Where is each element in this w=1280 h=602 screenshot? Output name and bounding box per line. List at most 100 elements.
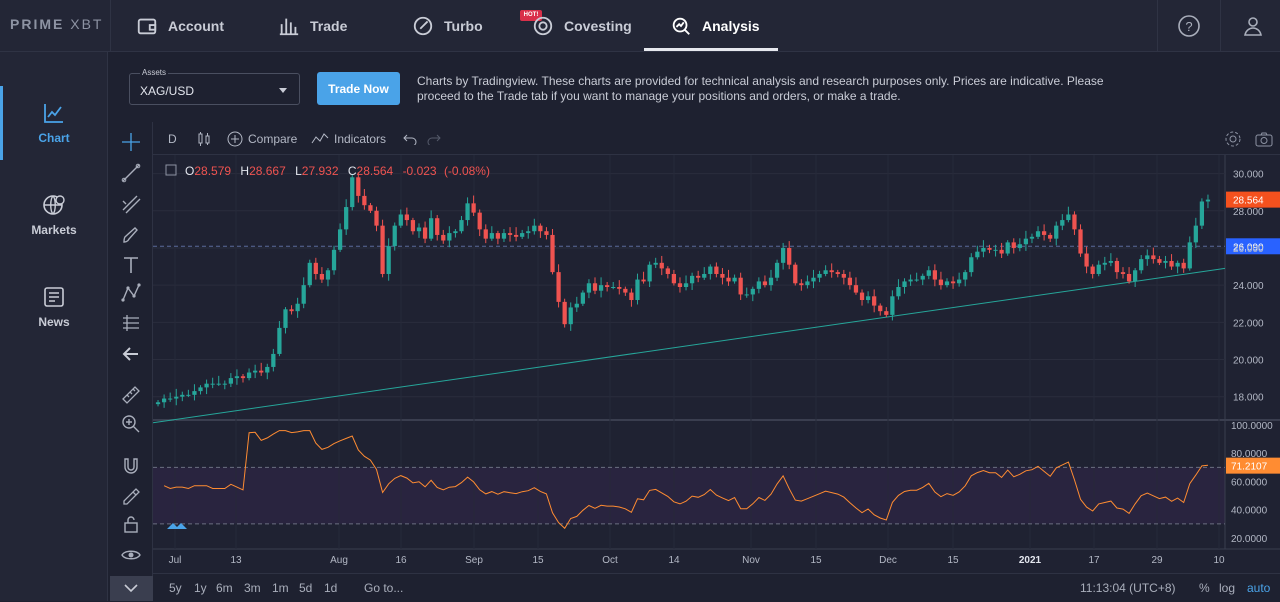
settings-button[interactable] (1224, 122, 1242, 155)
percent-toggle[interactable]: % (1199, 581, 1210, 595)
candle-body (362, 195, 367, 206)
candle-body (222, 383, 227, 385)
chart-type-button[interactable] (197, 122, 211, 155)
ruler-icon[interactable] (120, 384, 142, 406)
tradingview-logo-icon[interactable] (167, 523, 187, 529)
candle-body (665, 268, 670, 274)
nav-trade[interactable]: Trade (278, 0, 347, 52)
chart-toolbar: D Compare Indicators (153, 122, 1280, 155)
redo-button[interactable] (427, 122, 441, 155)
candle-body (234, 376, 240, 379)
brush-icon[interactable] (120, 224, 142, 246)
compare-button[interactable]: Compare (227, 122, 297, 155)
time-tick-label: 2021 (1019, 555, 1042, 566)
candle-body (689, 275, 695, 284)
candle-body (1126, 273, 1132, 282)
candle-body (598, 285, 604, 291)
candle-body (762, 281, 768, 286)
indicators-button[interactable]: Indicators (311, 122, 386, 155)
nav-turbo[interactable]: Turbo (412, 0, 483, 52)
candle-body (653, 262, 658, 265)
indicators-label: Indicators (334, 131, 387, 146)
sidebar-item-label: Markets (31, 223, 77, 237)
candle-body (507, 233, 513, 235)
range-1m[interactable]: 1m (272, 581, 289, 595)
goto-button[interactable]: Go to... (364, 581, 404, 595)
candle-body (1205, 199, 1211, 202)
lock-icon[interactable] (120, 513, 142, 535)
sidebar-item-chart[interactable]: Chart (0, 86, 108, 160)
last-price-label-bg (1226, 191, 1280, 208)
candle-body (605, 285, 610, 287)
auto-toggle[interactable]: auto (1247, 581, 1271, 595)
candle-body (1078, 229, 1083, 254)
candle-body (586, 283, 592, 293)
range-1y[interactable]: 1y (194, 581, 207, 595)
log-toggle[interactable]: log (1219, 581, 1236, 595)
brand-logo[interactable]: PRIME XBT (10, 16, 110, 36)
snapshot-button[interactable] (1255, 122, 1273, 155)
candle-body (1193, 225, 1198, 243)
range-5d[interactable]: 5d (299, 581, 313, 595)
trend-line-icon[interactable] (120, 162, 142, 184)
candle-body (180, 394, 185, 397)
candle-body (932, 270, 937, 280)
assets-dropdown[interactable]: XAG/USD (129, 73, 300, 105)
arrow-left-icon[interactable] (120, 343, 142, 365)
legend-l-label: L (295, 164, 302, 178)
wallet-icon (137, 18, 157, 35)
assets-value: XAG/USD (140, 84, 195, 98)
rsi-tick-label: 60.0000 (1231, 477, 1268, 488)
time-tick-label: 14 (668, 555, 680, 566)
candle-body (574, 303, 579, 308)
candle-body (938, 279, 944, 286)
candle-body (501, 233, 507, 239)
candle-body (787, 247, 792, 265)
candle-body (228, 378, 233, 384)
collapse-legend-icon[interactable] (165, 164, 177, 176)
nav-account[interactable]: Account (136, 0, 224, 52)
nav-label: Turbo (444, 18, 483, 34)
eye-icon[interactable] (120, 544, 142, 566)
text-tool-icon[interactable] (120, 254, 142, 276)
magnet-icon[interactable] (120, 455, 142, 477)
range-1d[interactable]: 1d (324, 581, 338, 595)
trade-now-button[interactable]: Trade Now (317, 72, 400, 105)
candle-body (192, 391, 197, 395)
range-3m[interactable]: 3m (244, 581, 261, 595)
sidebar-item-news[interactable]: News (0, 270, 108, 344)
undo-button[interactable] (403, 122, 417, 155)
range-6m[interactable]: 6m (216, 581, 233, 595)
horizontal-line: 26.090 (153, 238, 1280, 255)
nav-covesting[interactable]: Covesting (532, 0, 632, 52)
help-icon[interactable]: ? (1177, 14, 1201, 38)
candle-body (1169, 260, 1174, 267)
prediction-tool-icon[interactable] (120, 312, 142, 334)
price-chart[interactable]: 26.090 30.000 28.000 26.000 24.000 22.000 20.… (153, 155, 1280, 573)
sidebar-active-indicator (0, 86, 3, 160)
price-tick-label: 20.000 (1233, 356, 1264, 367)
hot-badge: HOT! (520, 10, 542, 21)
time-tick-label: Aug (330, 555, 348, 566)
candle-body (738, 277, 743, 295)
zoom-icon[interactable] (120, 413, 142, 435)
news-icon (44, 287, 64, 307)
fib-tool-icon[interactable] (120, 193, 142, 215)
chevron-down-icon[interactable] (110, 576, 153, 601)
crosshair-icon[interactable] (120, 131, 142, 153)
interval-button[interactable]: D (168, 122, 177, 155)
pattern-tool-icon[interactable] (120, 282, 142, 304)
candle-body (313, 262, 318, 274)
candle-body (307, 262, 312, 286)
nav-label: Covesting (564, 18, 632, 34)
range-5y[interactable]: 5y (169, 581, 182, 595)
user-icon[interactable] (1241, 14, 1265, 38)
candle-body (526, 231, 531, 234)
sidebar-item-markets[interactable]: Markets (0, 178, 108, 252)
time-tick-label: Dec (879, 555, 897, 566)
candle-body (1163, 260, 1168, 263)
candle-body (386, 246, 391, 274)
lock-drawings-icon[interactable] (120, 483, 142, 505)
nav-active-indicator (644, 48, 778, 51)
nav-analysis[interactable]: Analysis (670, 0, 760, 52)
